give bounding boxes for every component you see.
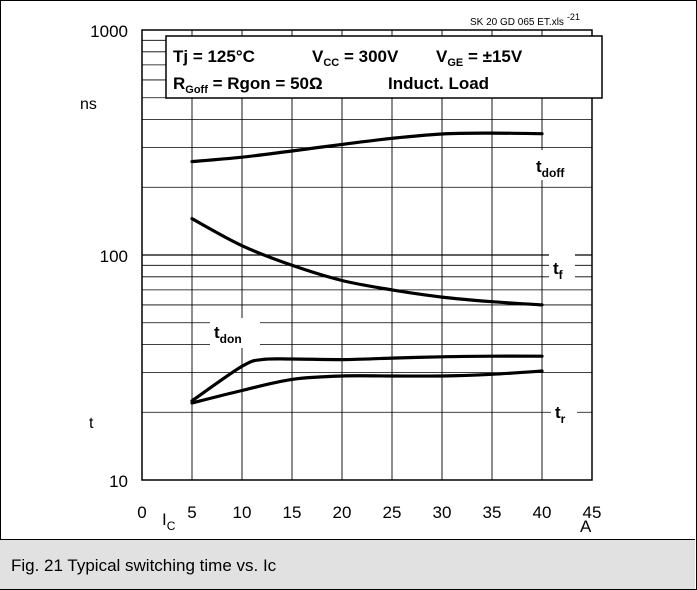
- x-tick-label: 10: [233, 503, 252, 522]
- series-label-doff: tdoff: [536, 157, 565, 180]
- x-tick-label: 0: [137, 503, 146, 522]
- series-line-f: [190, 217, 544, 307]
- x-tick-label: 35: [483, 503, 502, 522]
- series-label-f: tf: [553, 259, 564, 282]
- y-symbol-label: t: [89, 415, 94, 432]
- figure-caption: Fig. 21 Typical switching time vs. Ic: [11, 556, 277, 575]
- x-tick-label: 5: [187, 503, 196, 522]
- y-tick-label-100: 100: [100, 247, 128, 266]
- series-label-bg-f: [549, 254, 575, 284]
- x-unit-label: A: [580, 517, 592, 536]
- series-label-r: tr: [555, 403, 566, 426]
- series-label-don: tdon: [214, 323, 242, 346]
- condition-load: Induct. Load: [388, 74, 489, 93]
- source-note: SK 20 GD 065 ET.xls -21: [470, 12, 580, 28]
- chart: Tj = 125°C VCC = 300V VGE = ±15V RGoff =…: [80, 12, 603, 536]
- x-symbol-label: IC: [162, 510, 176, 533]
- series-label-bg-don: [210, 318, 260, 348]
- series-label-bg-doff: [532, 150, 582, 180]
- condition-vcc: VCC = 300V: [312, 47, 399, 69]
- x-tick-label: 25: [383, 503, 402, 522]
- x-tick-label: 40: [533, 503, 552, 522]
- x-tick-label: 45: [583, 503, 602, 522]
- series-line-r: [190, 369, 544, 405]
- x-tick-label: 20: [333, 503, 352, 522]
- condition-tj: Tj = 125°C: [173, 47, 255, 66]
- y-tick-label-10: 10: [109, 472, 128, 491]
- condition-vge: VGE = ±15V: [436, 47, 523, 69]
- series-line-doff: [190, 131, 544, 164]
- condition-resistance: RGoff = Rgon = 50Ω: [173, 74, 323, 96]
- x-tick-label: 30: [433, 503, 452, 522]
- plot-area: [141, 29, 593, 481]
- y-unit-label: ns: [80, 96, 97, 113]
- series-line-don: [190, 354, 544, 403]
- x-tick-label: 15: [283, 503, 302, 522]
- y-tick-label-1000: 1000: [90, 22, 128, 41]
- series-label-bg-r: [551, 400, 577, 428]
- figure-caption-bar: Fig. 21 Typical switching time vs. Ic: [0, 539, 695, 589]
- conditions-box: [165, 35, 603, 99]
